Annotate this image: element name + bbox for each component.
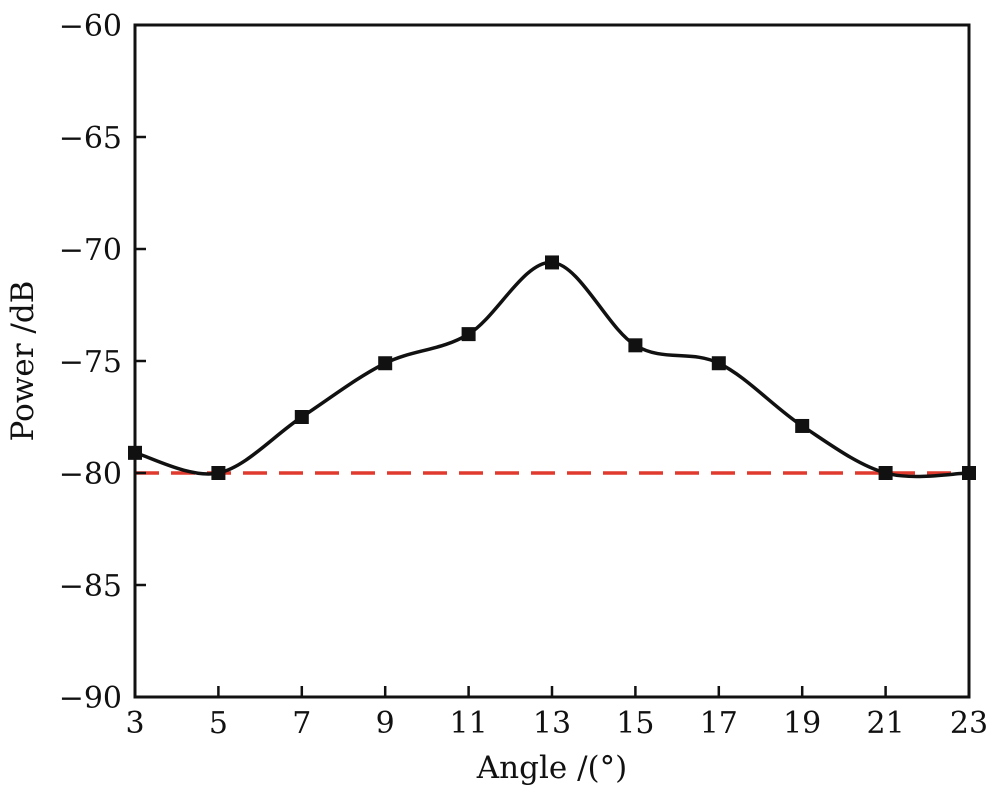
- y-tick-label: −80: [59, 457, 122, 492]
- plot-frame: [133, 23, 971, 699]
- x-axis-title: Angle /(°): [476, 750, 627, 786]
- y-axis-title: Power /dB: [5, 281, 41, 442]
- data-point: [878, 466, 893, 480]
- data-point: [795, 418, 810, 433]
- data-point: [461, 327, 476, 342]
- series-layer: [128, 255, 976, 480]
- x-tick-label: 15: [616, 706, 654, 741]
- y-tick-label: −85: [59, 569, 122, 604]
- axis-ticks: 3 5 7 9 11 13 15 17 19 21 23 −90 −85 −80 −75 −70 −65 −60: [59, 9, 988, 741]
- data-point: [378, 356, 393, 371]
- series-line: [134, 260, 970, 479]
- x-tick-label: 23: [950, 706, 988, 741]
- x-tick-label: 17: [700, 706, 738, 741]
- x-tick-label: 13: [533, 706, 571, 741]
- data-point: [711, 356, 726, 371]
- x-tick-label: 19: [783, 706, 821, 741]
- data-point: [628, 338, 643, 353]
- data-point: [545, 255, 559, 270]
- x-tick-label: 3: [125, 706, 144, 741]
- x-tick-label: 9: [376, 706, 395, 741]
- data-point: [211, 466, 226, 480]
- data-point: [294, 410, 309, 424]
- y-tick-label: −60: [59, 9, 122, 44]
- x-tick-label: 21: [867, 706, 905, 741]
- y-tick-label: −90: [59, 681, 122, 716]
- y-tick-label: −65: [59, 121, 122, 156]
- x-tick-label: 5: [209, 706, 228, 741]
- x-tick-label: 7: [292, 706, 311, 741]
- y-tick-label: −70: [59, 233, 122, 268]
- x-tick-label: 11: [450, 706, 488, 741]
- y-tick-label: −75: [59, 345, 122, 380]
